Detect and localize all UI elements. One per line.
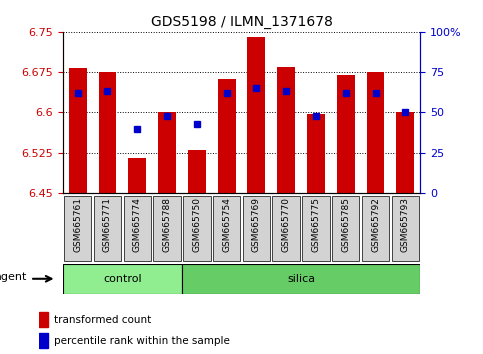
Text: GSM665770: GSM665770 bbox=[282, 198, 291, 252]
FancyBboxPatch shape bbox=[124, 196, 151, 261]
Text: GSM665771: GSM665771 bbox=[103, 198, 112, 252]
FancyBboxPatch shape bbox=[242, 196, 270, 261]
Text: GSM665769: GSM665769 bbox=[252, 198, 261, 252]
Bar bbox=[307, 114, 325, 193]
Bar bbox=[337, 75, 355, 193]
Text: GSM665774: GSM665774 bbox=[133, 198, 142, 252]
Text: GSM665788: GSM665788 bbox=[163, 198, 171, 252]
FancyBboxPatch shape bbox=[64, 196, 91, 261]
FancyBboxPatch shape bbox=[213, 196, 241, 261]
Bar bbox=[397, 113, 414, 193]
Text: GSM665792: GSM665792 bbox=[371, 198, 380, 252]
Bar bbox=[277, 67, 295, 193]
Bar bbox=[69, 68, 86, 193]
Bar bbox=[367, 72, 384, 193]
Text: control: control bbox=[103, 274, 142, 284]
Bar bbox=[39, 333, 48, 348]
FancyBboxPatch shape bbox=[392, 196, 419, 261]
FancyBboxPatch shape bbox=[362, 196, 389, 261]
Text: GSM665761: GSM665761 bbox=[73, 198, 82, 252]
Bar bbox=[128, 158, 146, 193]
FancyBboxPatch shape bbox=[272, 196, 300, 261]
Bar bbox=[39, 312, 48, 327]
Text: GSM665750: GSM665750 bbox=[192, 198, 201, 252]
Text: GSM665754: GSM665754 bbox=[222, 198, 231, 252]
FancyBboxPatch shape bbox=[153, 196, 181, 261]
FancyBboxPatch shape bbox=[302, 196, 330, 261]
Bar bbox=[188, 150, 206, 193]
Text: transformed count: transformed count bbox=[54, 315, 151, 325]
FancyBboxPatch shape bbox=[63, 264, 182, 294]
FancyBboxPatch shape bbox=[183, 196, 211, 261]
Text: silica: silica bbox=[287, 274, 315, 284]
Text: GSM665775: GSM665775 bbox=[312, 198, 320, 252]
Title: GDS5198 / ILMN_1371678: GDS5198 / ILMN_1371678 bbox=[151, 16, 332, 29]
Bar bbox=[99, 72, 116, 193]
Bar bbox=[218, 79, 236, 193]
FancyBboxPatch shape bbox=[182, 264, 420, 294]
FancyBboxPatch shape bbox=[332, 196, 359, 261]
Bar bbox=[158, 113, 176, 193]
Text: agent: agent bbox=[0, 272, 27, 282]
Text: GSM665793: GSM665793 bbox=[401, 198, 410, 252]
FancyBboxPatch shape bbox=[94, 196, 121, 261]
Bar bbox=[247, 37, 265, 193]
Text: GSM665785: GSM665785 bbox=[341, 198, 350, 252]
Text: percentile rank within the sample: percentile rank within the sample bbox=[54, 336, 230, 346]
